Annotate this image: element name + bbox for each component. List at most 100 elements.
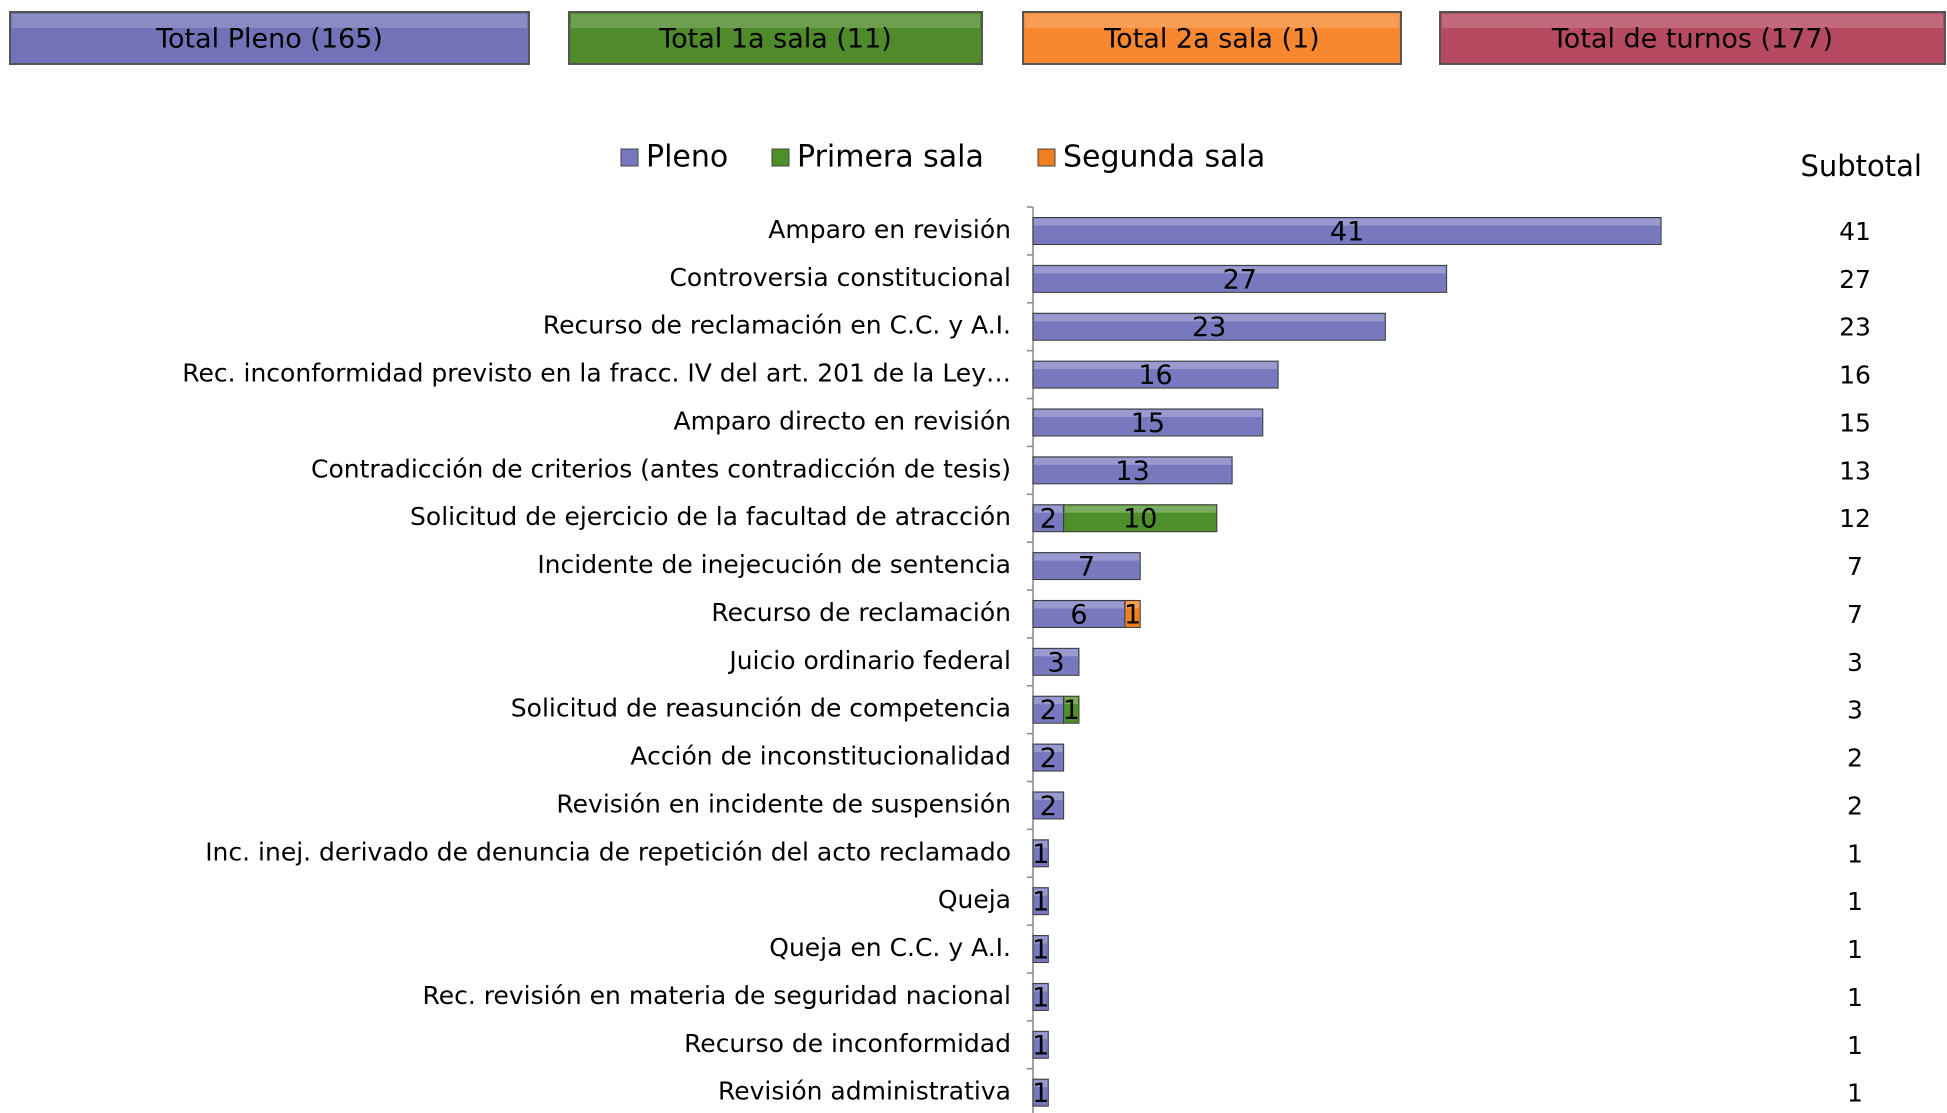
bar xyxy=(1032,264,1448,293)
legend-label: Pleno xyxy=(646,140,728,175)
category-label: Solicitud de ejercicio de la facultad de… xyxy=(410,502,1011,531)
category-label: Revisión en incidente de suspensión xyxy=(556,789,1011,818)
button-label: Total Pleno (165) xyxy=(155,24,383,55)
value-label: 1 xyxy=(1032,1030,1049,1061)
category-label: Incidente de inejecución de sentencia xyxy=(537,550,1011,579)
bar-shine xyxy=(1064,505,1216,513)
value-label: 23 xyxy=(1192,312,1226,343)
category-label: Controversia constitucional xyxy=(669,263,1011,292)
bar xyxy=(1032,695,1065,724)
subtotal: 2 xyxy=(1847,744,1863,773)
category-label: Juicio ordinario federal xyxy=(727,646,1011,675)
bar-shine xyxy=(1034,745,1063,753)
subtotal: 1 xyxy=(1847,887,1863,916)
value-label: 2 xyxy=(1040,791,1057,822)
subtotal: 1 xyxy=(1847,839,1863,868)
value-label: 1 xyxy=(1032,982,1049,1013)
value-label: 2 xyxy=(1040,743,1057,774)
bar-shine xyxy=(1034,1032,1048,1040)
bar xyxy=(1032,408,1264,437)
value-label: 15 xyxy=(1131,408,1165,439)
value-label: 1 xyxy=(1032,935,1049,966)
button-shine xyxy=(1442,14,1943,28)
button-label: Total de turnos (177) xyxy=(1551,24,1833,55)
total-button[interactable] xyxy=(1022,11,1402,65)
category-label: Solicitud de reasunción de competencia xyxy=(511,694,1011,723)
subtotal: 2 xyxy=(1847,791,1863,820)
value-label: 7 xyxy=(1078,552,1095,583)
total-button[interactable] xyxy=(568,11,983,65)
value-label: 3 xyxy=(1047,647,1064,678)
subtotal: 27 xyxy=(1839,265,1871,294)
subtotal: 13 xyxy=(1839,456,1871,485)
button-shine xyxy=(571,14,980,28)
bar-shine xyxy=(1125,601,1140,609)
bar-shine xyxy=(1034,601,1124,609)
subtotal: 3 xyxy=(1847,648,1863,677)
bar xyxy=(1032,360,1279,389)
bar-shine xyxy=(1034,457,1232,465)
legend-label: Primera sala xyxy=(797,140,984,175)
category-label: Contradicción de criterios (antes contra… xyxy=(311,454,1011,483)
subtotal: 1 xyxy=(1847,983,1863,1012)
bar-shine xyxy=(1034,1080,1048,1088)
bar-shine xyxy=(1034,505,1063,513)
subtotal: 41 xyxy=(1839,217,1871,246)
subtotal: 12 xyxy=(1839,504,1871,533)
category-label: Amparo en revisión xyxy=(768,215,1011,244)
bar xyxy=(1032,312,1386,341)
category-label: Recurso de reclamación xyxy=(711,598,1011,627)
category-label: Revisión administrativa xyxy=(718,1077,1011,1106)
bar-shine xyxy=(1034,218,1661,226)
category-label: Rec. inconformidad previsto en la fracc.… xyxy=(182,359,1011,388)
bar xyxy=(1032,647,1080,676)
button-label: Total 2a sala (1) xyxy=(1103,24,1319,55)
bar xyxy=(1032,1030,1049,1059)
bar-shine xyxy=(1064,697,1078,705)
category-label: Inc. inej. derivado de denuncia de repet… xyxy=(205,837,1011,866)
bar xyxy=(1032,935,1049,964)
category-label: Acción de inconstitucionalidad xyxy=(630,742,1011,771)
bar-shine xyxy=(1034,888,1048,896)
bar xyxy=(1032,1078,1049,1107)
total-button[interactable] xyxy=(1439,11,1946,65)
bar xyxy=(1032,982,1049,1011)
bar-shine xyxy=(1034,792,1063,800)
value-label: 2 xyxy=(1040,695,1057,726)
bar-shine xyxy=(1034,840,1048,848)
value-label: 13 xyxy=(1115,456,1149,487)
value-label: 41 xyxy=(1330,217,1364,248)
legend-swatch xyxy=(620,148,639,167)
bar-shine xyxy=(1034,984,1048,992)
bar-shine xyxy=(1034,314,1385,322)
legend-label: Segunda sala xyxy=(1063,140,1265,175)
value-label: 6 xyxy=(1070,599,1087,630)
bar xyxy=(1063,695,1080,724)
category-label: Recurso de reclamación en C.C. y A.I. xyxy=(543,311,1011,340)
bar-shine xyxy=(1034,697,1063,705)
total-button[interactable] xyxy=(9,11,530,65)
legend-swatch xyxy=(771,148,790,167)
bar-shine xyxy=(1034,553,1140,561)
legend-swatch xyxy=(1037,148,1056,167)
subtotal: 7 xyxy=(1847,600,1863,629)
category-label: Recurso de inconformidad xyxy=(684,1029,1011,1058)
category-label: Rec. revisión en materia de seguridad na… xyxy=(422,981,1011,1010)
value-label: 27 xyxy=(1223,264,1257,295)
value-label: 1 xyxy=(1032,839,1049,870)
bar-shine xyxy=(1034,936,1048,944)
bar-shine xyxy=(1034,409,1262,417)
value-label: 1 xyxy=(1124,599,1141,630)
bar xyxy=(1063,504,1218,533)
subtotal: 23 xyxy=(1839,313,1871,342)
bar xyxy=(1032,887,1049,916)
bar xyxy=(1032,217,1662,245)
bar-shine xyxy=(1034,266,1446,274)
button-shine xyxy=(1025,14,1399,28)
bar-shine xyxy=(1034,649,1078,657)
bar xyxy=(1032,456,1233,485)
subtotal: 15 xyxy=(1839,408,1871,437)
bar xyxy=(1124,599,1141,628)
bar xyxy=(1032,791,1065,820)
